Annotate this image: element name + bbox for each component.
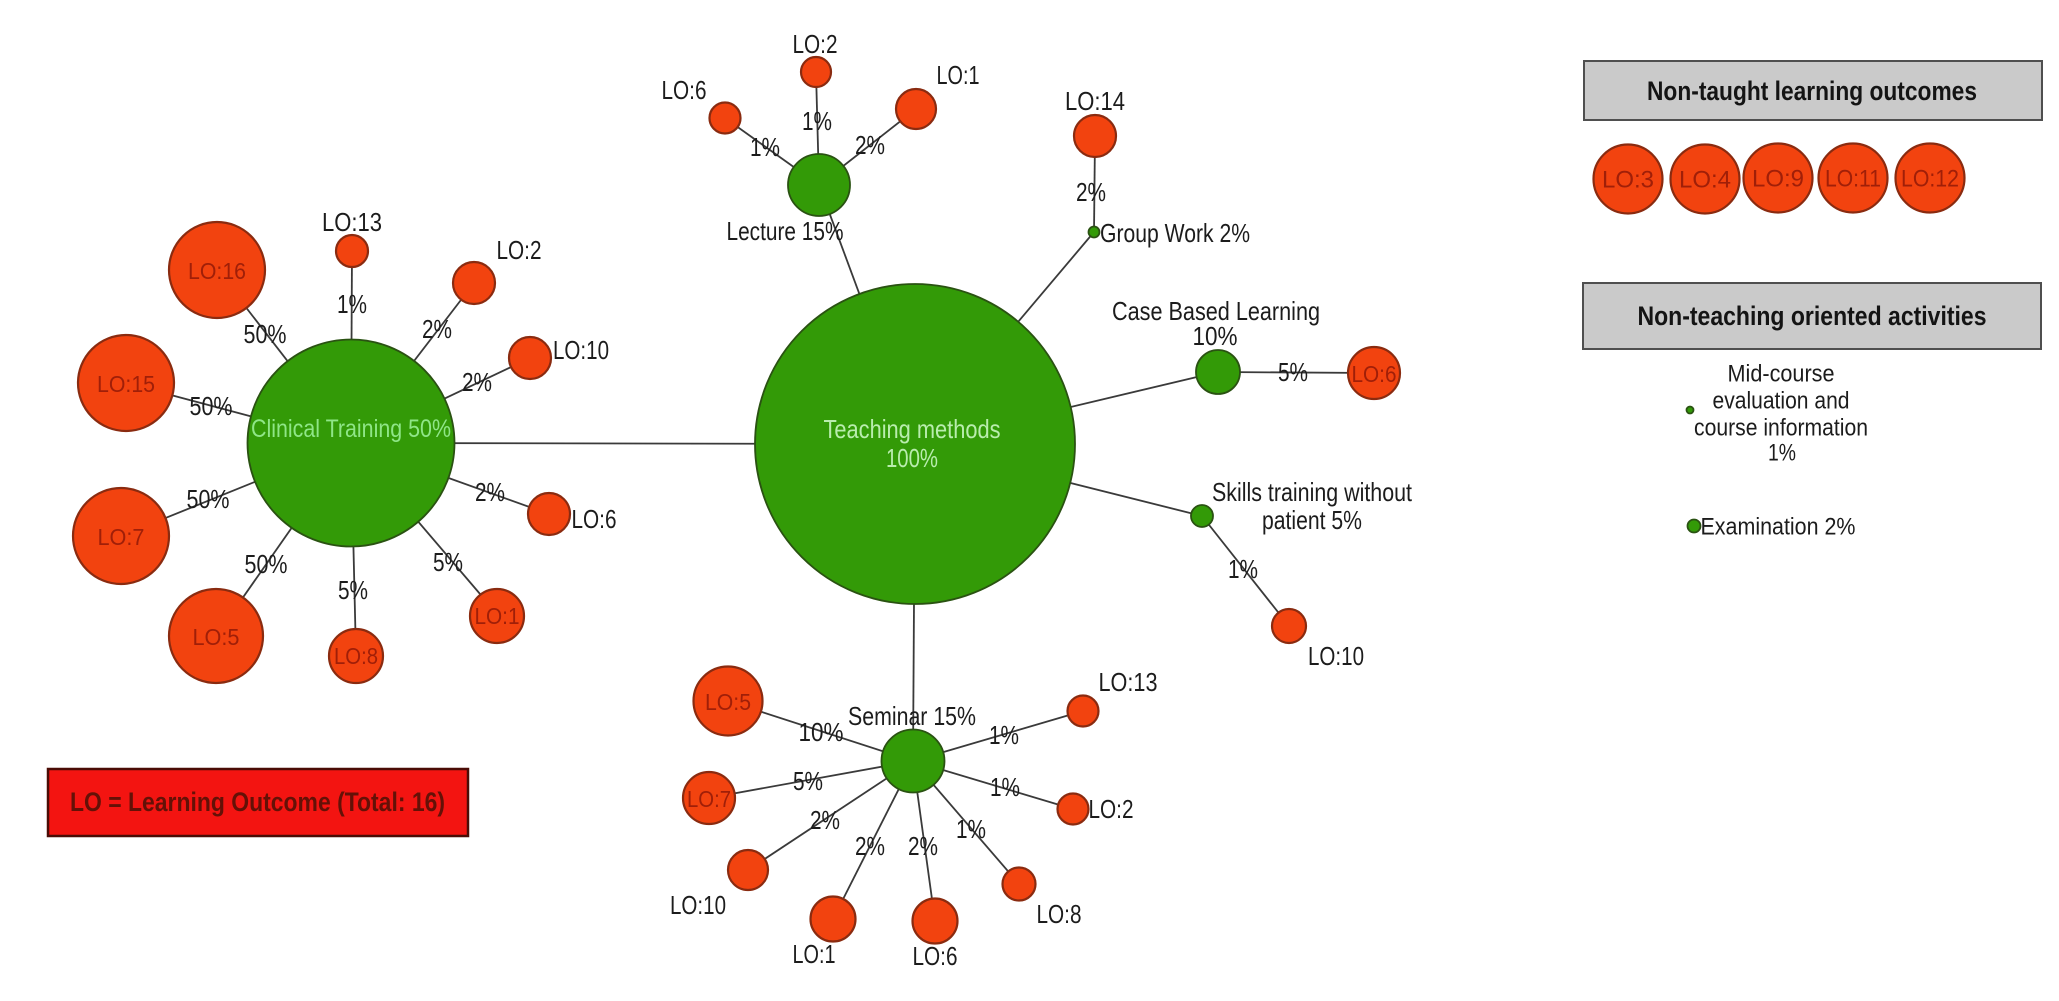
svg-text:LO:2: LO:2	[497, 235, 542, 265]
svg-text:LO:8: LO:8	[334, 643, 378, 669]
svg-text:LO:14: LO:14	[1065, 86, 1125, 116]
svg-text:LO:7: LO:7	[687, 786, 731, 812]
svg-text:2%: 2%	[855, 831, 885, 861]
svg-text:50%: 50%	[245, 549, 288, 579]
svg-text:LO:11: LO:11	[1825, 166, 1881, 193]
svg-text:2%: 2%	[908, 831, 938, 861]
svg-text:evaluation and: evaluation and	[1713, 388, 1850, 415]
svg-text:LO:7: LO:7	[98, 524, 145, 550]
svg-text:LO:10: LO:10	[670, 890, 726, 920]
svg-text:LO:16: LO:16	[188, 258, 246, 284]
svg-text:5%: 5%	[1278, 357, 1308, 387]
svg-text:LO:15: LO:15	[97, 371, 155, 397]
svg-text:LO:1: LO:1	[793, 939, 836, 969]
svg-text:LO:2: LO:2	[793, 29, 838, 59]
svg-text:Seminar 15%: Seminar 15%	[848, 701, 976, 731]
svg-text:1%: 1%	[990, 772, 1020, 802]
svg-text:10%: 10%	[1193, 321, 1238, 351]
svg-text:LO:6: LO:6	[662, 75, 707, 105]
svg-text:Case Based Learning: Case Based Learning	[1112, 296, 1320, 326]
svg-text:Non-teaching oriented activiti: Non-teaching oriented activities	[1638, 301, 1987, 331]
svg-text:Non-taught learning outcomes: Non-taught learning outcomes	[1647, 76, 1977, 106]
svg-text:50%: 50%	[187, 484, 230, 514]
svg-text:LO:6: LO:6	[913, 941, 958, 971]
svg-text:2%: 2%	[422, 314, 452, 344]
svg-text:LO:13: LO:13	[1099, 667, 1158, 697]
svg-text:1%: 1%	[802, 106, 832, 136]
svg-text:Mid-course: Mid-course	[1728, 361, 1835, 388]
svg-text:50%: 50%	[244, 319, 287, 349]
svg-text:50%: 50%	[190, 391, 233, 421]
svg-text:5%: 5%	[433, 547, 463, 577]
svg-text:Examination 2%: Examination 2%	[1701, 514, 1856, 541]
svg-text:1%: 1%	[956, 814, 986, 844]
svg-text:course information: course information	[1694, 415, 1868, 442]
svg-text:patient 5%: patient 5%	[1262, 505, 1362, 535]
svg-text:LO:10: LO:10	[553, 335, 609, 365]
svg-text:10%: 10%	[799, 717, 844, 747]
svg-text:Group Work 2%: Group Work 2%	[1100, 218, 1250, 248]
svg-text:5%: 5%	[338, 575, 368, 605]
svg-text:2%: 2%	[810, 805, 840, 835]
svg-text:Teaching methods: Teaching methods	[824, 414, 1001, 444]
svg-text:LO:9: LO:9	[1752, 166, 1804, 193]
svg-text:LO:8: LO:8	[1037, 899, 1082, 929]
svg-text:LO:12: LO:12	[1901, 166, 1959, 193]
svg-text:LO:6: LO:6	[1352, 361, 1397, 387]
svg-text:1%: 1%	[1768, 440, 1796, 467]
svg-text:2%: 2%	[475, 477, 505, 507]
svg-text:LO:3: LO:3	[1602, 167, 1654, 194]
svg-text:LO:6: LO:6	[572, 504, 617, 534]
svg-text:LO:13: LO:13	[322, 207, 382, 237]
svg-text:LO:1: LO:1	[475, 603, 520, 629]
svg-text:100%: 100%	[886, 443, 938, 473]
svg-text:LO:5: LO:5	[705, 689, 751, 715]
svg-text:Lecture 15%: Lecture 15%	[727, 216, 844, 246]
svg-text:Skills training without: Skills training without	[1212, 477, 1413, 507]
svg-text:LO = Learning Outcome (Total:: LO = Learning Outcome (Total: 16)	[70, 787, 445, 817]
svg-text:1%: 1%	[989, 720, 1019, 750]
svg-text:5%: 5%	[793, 766, 823, 796]
svg-text:LO:1: LO:1	[937, 60, 980, 90]
svg-text:LO:10: LO:10	[1308, 641, 1364, 671]
svg-text:Clinical Training 50%: Clinical Training 50%	[251, 415, 451, 443]
svg-text:LO:2: LO:2	[1089, 794, 1134, 824]
svg-text:LO:4: LO:4	[1679, 167, 1731, 194]
svg-text:1%: 1%	[750, 132, 780, 162]
svg-text:2%: 2%	[1076, 177, 1106, 207]
svg-text:2%: 2%	[855, 130, 885, 160]
svg-text:1%: 1%	[337, 289, 367, 319]
svg-text:LO:5: LO:5	[193, 624, 240, 650]
svg-text:2%: 2%	[462, 367, 492, 397]
svg-text:1%: 1%	[1228, 554, 1258, 584]
